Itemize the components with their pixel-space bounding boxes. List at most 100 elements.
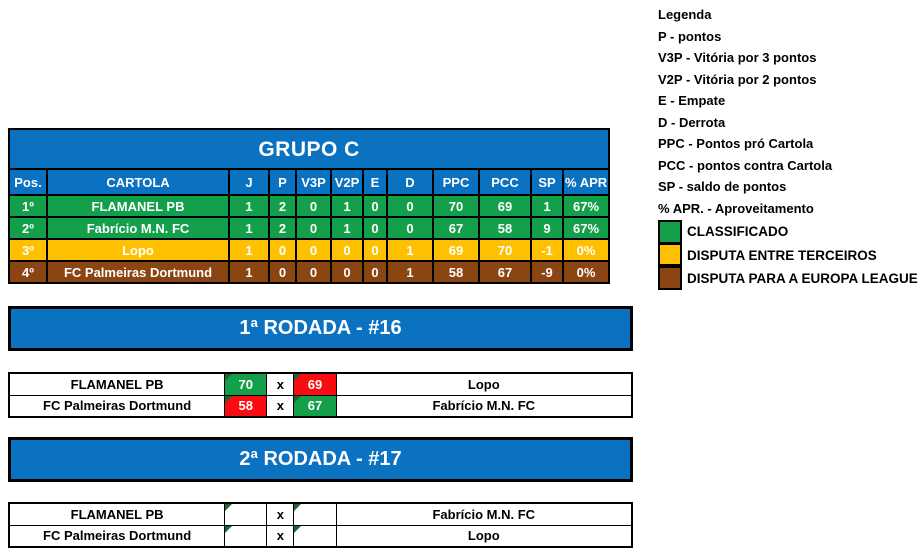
- column-header-e: E: [362, 168, 388, 196]
- sp-cell: -1: [530, 238, 564, 262]
- classified-color-swatch: [658, 220, 682, 244]
- away-team-cell: Lopo: [335, 372, 633, 396]
- d-cell: 1: [386, 238, 434, 262]
- away-score-value: 67: [307, 398, 323, 414]
- pcc-cell: 67: [478, 260, 532, 284]
- home-team-cell: FLAMANEL PB: [8, 372, 226, 396]
- home-score-cell: 58: [224, 394, 268, 418]
- column-header-v2p: V2P: [330, 168, 364, 196]
- away-team-cell: Fabrício M.N. FC: [335, 394, 633, 418]
- legend-entry-v3p: V3P - Vitória por 3 pontos: [658, 50, 817, 65]
- pcc-cell: 58: [478, 216, 532, 240]
- group-standings-table: GRUPO C Pos. CARTOLA J P V3P V2P E D PPC…: [7, 128, 611, 284]
- third-place-color-swatch: [658, 242, 682, 266]
- legend-entry-apr: % APR. - Aproveitamento: [658, 200, 814, 216]
- versus-separator: x: [266, 394, 295, 418]
- legend-entry-e: E - Empate: [658, 93, 726, 108]
- sp-cell: 1: [530, 194, 564, 218]
- home-team-cell: FLAMANEL PB: [8, 502, 226, 526]
- round-2-matches-table: FLAMANEL PB x Fabrício M.N. FC FC Palmei…: [8, 502, 633, 548]
- standings-row-4: 4º FC Palmeiras Dortmund 1 0 0 0 0 1 58 …: [8, 260, 611, 284]
- away-team-cell: Lopo: [335, 524, 633, 548]
- legend-status-classified: CLASSIFICADO: [658, 220, 920, 244]
- round-1-banner: 1ª RODADA - #16: [8, 306, 633, 351]
- legend-entry-ppc: PPC - Pontos pró Cartola: [658, 136, 814, 151]
- v2p-cell: 0: [330, 238, 364, 262]
- away-score-cell: [293, 524, 337, 548]
- pos-cell: 4º: [8, 260, 48, 284]
- standings-row-2: 2º Fabrício M.N. FC 1 2 0 1 0 0 67 58 9 …: [8, 216, 611, 240]
- j-cell: 1: [228, 260, 270, 284]
- column-header-ppc: PPC: [432, 168, 480, 196]
- europa-league-color-swatch: [658, 266, 682, 290]
- e-cell: 0: [362, 216, 388, 240]
- e-cell: 0: [362, 260, 388, 284]
- standings-row-3: 3º Lopo 1 0 0 0 0 1 69 70 -1 0%: [8, 238, 611, 262]
- apr-cell: 67%: [561, 194, 611, 218]
- team-cell: FLAMANEL PB: [46, 194, 230, 218]
- round-2-banner-label: 2ª RODADA - #17: [239, 448, 402, 470]
- home-score-cell: 70: [224, 372, 268, 396]
- apr-cell: 0%: [561, 238, 611, 262]
- column-header-apr: % APR.: [561, 168, 611, 196]
- group-title-row: GRUPO C: [7, 128, 611, 170]
- column-header-j: J: [228, 168, 270, 196]
- sp-cell: -9: [530, 260, 564, 284]
- cell-corner-indicator-icon: [294, 504, 302, 511]
- column-header-pcc: PCC: [478, 168, 532, 196]
- apr-cell: 67%: [561, 216, 611, 240]
- standings-row-1: 1º FLAMANEL PB 1 2 0 1 0 0 70 69 1 67%: [8, 194, 611, 218]
- match-row: FC Palmeiras Dortmund x Lopo: [8, 524, 633, 548]
- legend-status-label: DISPUTA PARA A EUROPA LEAGUE: [687, 271, 918, 287]
- legend-status-label: CLASSIFICADO: [687, 224, 789, 240]
- cell-corner-indicator-icon: [294, 526, 302, 533]
- column-header-v3p: V3P: [295, 168, 332, 196]
- versus-separator: x: [266, 372, 295, 396]
- legend-entry-p: P - pontos: [658, 28, 722, 44]
- column-header-sp: SP: [530, 168, 564, 196]
- d-cell: 1: [386, 260, 434, 284]
- team-cell: Fabrício M.N. FC: [46, 216, 230, 240]
- legend-status-label: DISPUTA ENTRE TERCEIROS: [687, 247, 877, 263]
- column-header-cartola: CARTOLA: [46, 168, 230, 196]
- home-team-cell: FC Palmeiras Dortmund: [8, 394, 226, 418]
- j-cell: 1: [228, 238, 270, 262]
- versus-separator: x: [266, 524, 295, 548]
- legend-entry-sp: SP - saldo de pontos: [658, 179, 787, 194]
- column-header-pos: Pos.: [8, 168, 48, 196]
- ppc-cell: 58: [432, 260, 480, 284]
- pos-cell: 2º: [8, 216, 48, 240]
- cell-corner-indicator-icon: [294, 374, 302, 381]
- legend-status-europa-league: DISPUTA PARA A EUROPA LEAGUE: [658, 266, 920, 291]
- round-1-matches-table: FLAMANEL PB 70 x 69 Lopo FC Palmeiras Do…: [8, 372, 633, 418]
- home-team-cell: FC Palmeiras Dortmund: [8, 524, 226, 548]
- v2p-cell: 1: [330, 216, 364, 240]
- pos-cell: 3º: [8, 238, 48, 262]
- apr-cell: 0%: [561, 260, 611, 284]
- match-row: FLAMANEL PB x Fabrício M.N. FC: [8, 502, 633, 526]
- legend: Legenda P - pontos V3P - Vitória por 3 p…: [658, 4, 920, 291]
- p-cell: 0: [268, 238, 297, 262]
- legend-status-third-place: DISPUTA ENTRE TERCEIROS: [658, 242, 920, 268]
- ppc-cell: 69: [432, 238, 480, 262]
- cell-corner-indicator-icon: [225, 504, 233, 511]
- e-cell: 0: [362, 238, 388, 262]
- away-score-value: 69: [307, 376, 323, 392]
- v2p-cell: 0: [330, 260, 364, 284]
- column-header-row: Pos. CARTOLA J P V3P V2P E D PPC PCC SP …: [8, 168, 611, 196]
- v3p-cell: 0: [295, 260, 332, 284]
- home-score-cell: [224, 524, 268, 548]
- away-score-cell: [293, 502, 337, 526]
- d-cell: 0: [386, 216, 434, 240]
- legend-entry-v2p: V2P - Vitória por 2 pontos: [658, 71, 817, 87]
- p-cell: 2: [268, 216, 297, 240]
- match-row: FC Palmeiras Dortmund 58 x 67 Fabrício M…: [8, 394, 633, 418]
- column-header-d: D: [386, 168, 434, 196]
- sp-cell: 9: [530, 216, 564, 240]
- match-row: FLAMANEL PB 70 x 69 Lopo: [8, 372, 633, 396]
- column-header-p: P: [268, 168, 297, 196]
- group-title: GRUPO C: [7, 128, 611, 170]
- away-team-cell: Fabrício M.N. FC: [335, 502, 633, 526]
- cell-corner-indicator-icon: [225, 374, 233, 381]
